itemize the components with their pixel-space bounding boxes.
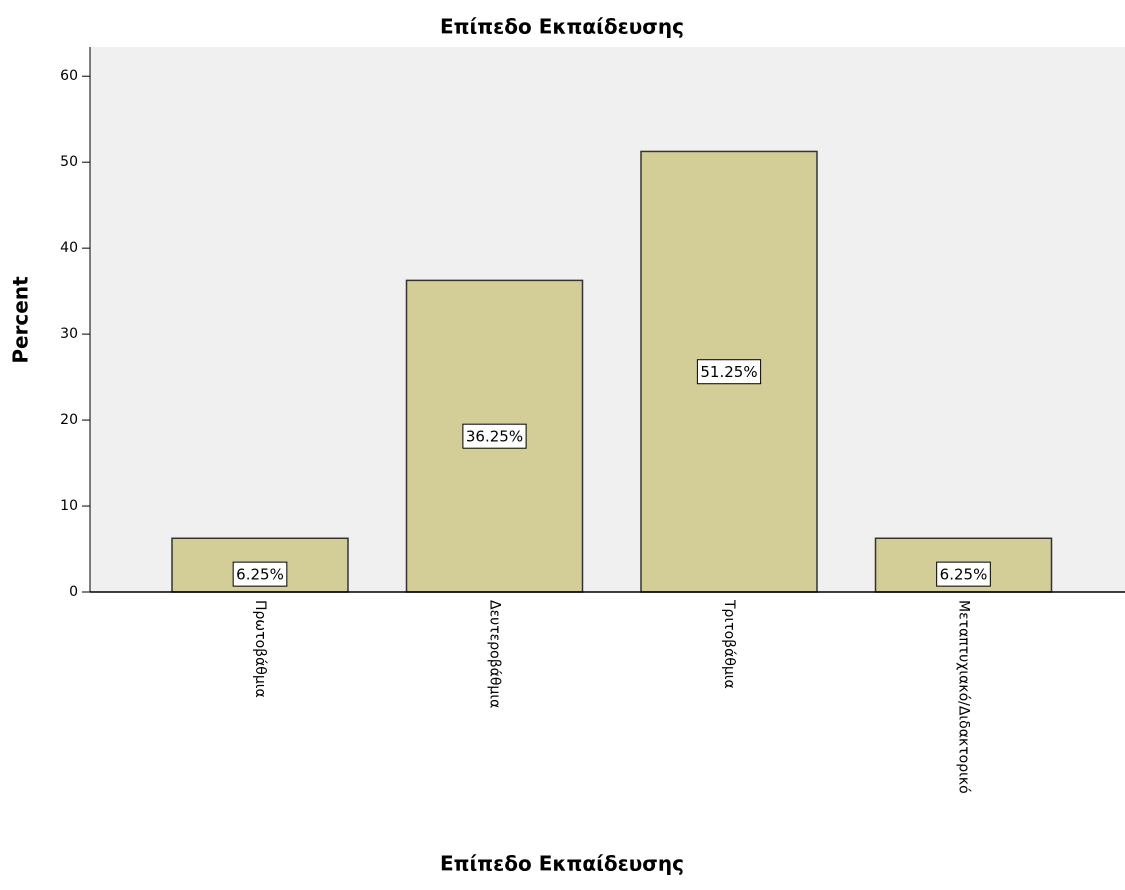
x-tick-label: Δευτεροβάθμια (487, 600, 503, 708)
data-label: 6.25% (940, 566, 988, 584)
label-box (462, 423, 527, 449)
x-tick-label: Τριτοβάθμια (721, 599, 737, 689)
y-tick-label: 20 (60, 412, 78, 428)
x-tick-label: Πρωτοβάθμια (252, 600, 268, 698)
y-tick-label: 50 (60, 154, 78, 170)
x-tick-label: Μεταπτυχιακό/Διδακτορικό (956, 600, 972, 794)
y-tick-label: 30 (60, 326, 78, 342)
data-label: 51.25% (700, 363, 757, 381)
y-tick-label: 10 (60, 498, 78, 514)
data-label: 6.25% (236, 566, 284, 584)
y-axis-title: Percent (9, 276, 33, 364)
y-tick-label: 0 (69, 584, 78, 600)
label-box (232, 561, 288, 587)
chart-title: Επίπεδο Εκπαίδευσης (440, 15, 684, 39)
y-tick-label: 40 (60, 240, 78, 256)
x-axis-title: Επίπεδο Εκπαίδευσης (440, 852, 684, 876)
y-tick-label: 60 (60, 68, 78, 84)
data-label: 36.25% (466, 428, 523, 446)
label-box (696, 359, 762, 385)
label-box (936, 561, 991, 587)
plot-area (90, 47, 1125, 592)
